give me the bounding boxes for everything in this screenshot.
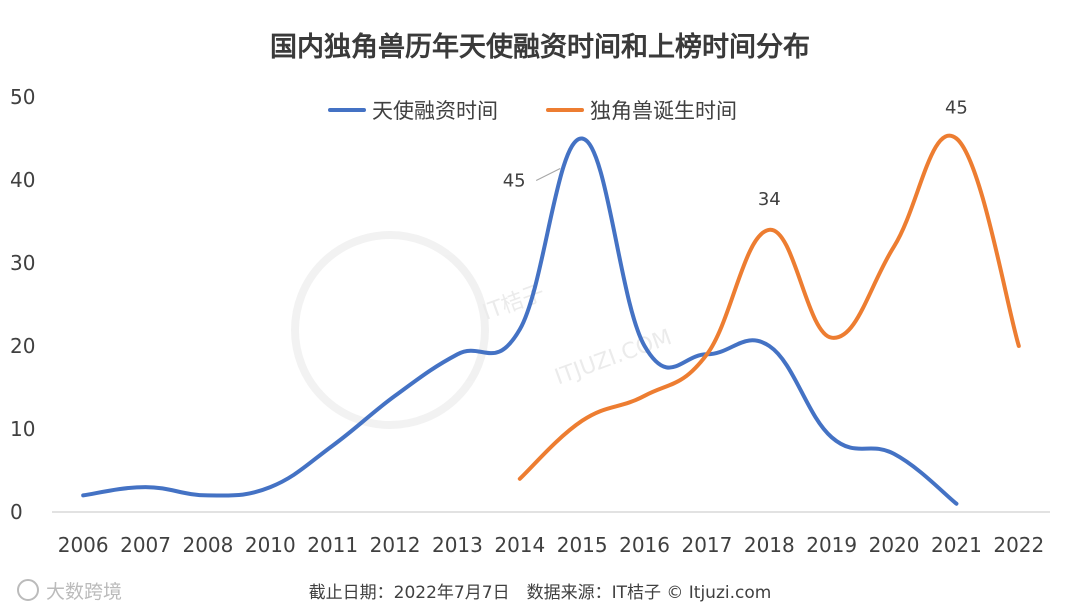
x-tick-label: 2006 <box>58 533 109 557</box>
x-tick-label: 2016 <box>619 533 670 557</box>
watermark: IT桔子 ITJUZI.COM <box>291 231 676 429</box>
legend-label-0: 天使融资时间 <box>372 99 498 123</box>
x-tick-label: 2018 <box>744 533 795 557</box>
x-tick-label: 2013 <box>432 533 483 557</box>
legend: 天使融资时间 独角兽诞生时间 <box>328 99 737 123</box>
footer-source: 截止日期：2022年7月7日 数据来源：IT桔子 © Itjuzi.com <box>309 583 772 603</box>
x-tick-label: 2021 <box>931 533 982 557</box>
watermark-brand: IT桔子 <box>479 280 548 325</box>
y-tick-label: 50 <box>10 85 35 109</box>
x-tick-label: 2015 <box>557 533 608 557</box>
y-axis: 0 10 20 30 40 50 <box>10 85 35 524</box>
corner-watermark-text: 大数跨境 <box>46 581 122 603</box>
y-tick-label: 20 <box>10 334 35 358</box>
chart-title: 国内独角兽历年天使融资时间和上榜时间分布 <box>270 31 810 63</box>
x-tick-label: 2014 <box>494 533 545 557</box>
x-axis: 2006 2007 2008 2010 2011 2012 2013 2014 2015 2016… <box>58 533 1045 557</box>
corner-watermark: 大数跨境 <box>17 579 122 603</box>
series-layer <box>81 133 1021 506</box>
x-tick-label: 2012 <box>370 533 421 557</box>
data-label: 45 <box>945 98 968 119</box>
y-tick-label: 0 <box>10 500 23 524</box>
y-tick-label: 30 <box>10 251 35 275</box>
corner-logo-icon <box>17 579 39 601</box>
x-tick-label: 2007 <box>120 533 171 557</box>
x-tick-label: 2008 <box>182 533 233 557</box>
legend-label-1: 独角兽诞生时间 <box>590 99 737 123</box>
x-tick-label: 2019 <box>806 533 857 557</box>
series-line-0 <box>81 136 959 506</box>
y-tick-label: 10 <box>10 417 35 441</box>
x-tick-label: 2020 <box>869 533 920 557</box>
leader-line <box>535 168 561 181</box>
series-line-1 <box>517 133 1021 481</box>
x-tick-label: 2017 <box>681 533 732 557</box>
data-label: 34 <box>758 189 781 210</box>
data-labels: 45 34 45 <box>503 98 968 210</box>
y-tick-label: 40 <box>10 168 35 192</box>
x-tick-label: 2010 <box>245 533 296 557</box>
data-label: 45 <box>503 171 526 192</box>
x-tick-label: 2011 <box>307 533 358 557</box>
x-tick-label: 2022 <box>993 533 1044 557</box>
watermark-url: ITJUZI.COM <box>552 325 676 390</box>
watermark-logo-icon <box>291 231 489 429</box>
